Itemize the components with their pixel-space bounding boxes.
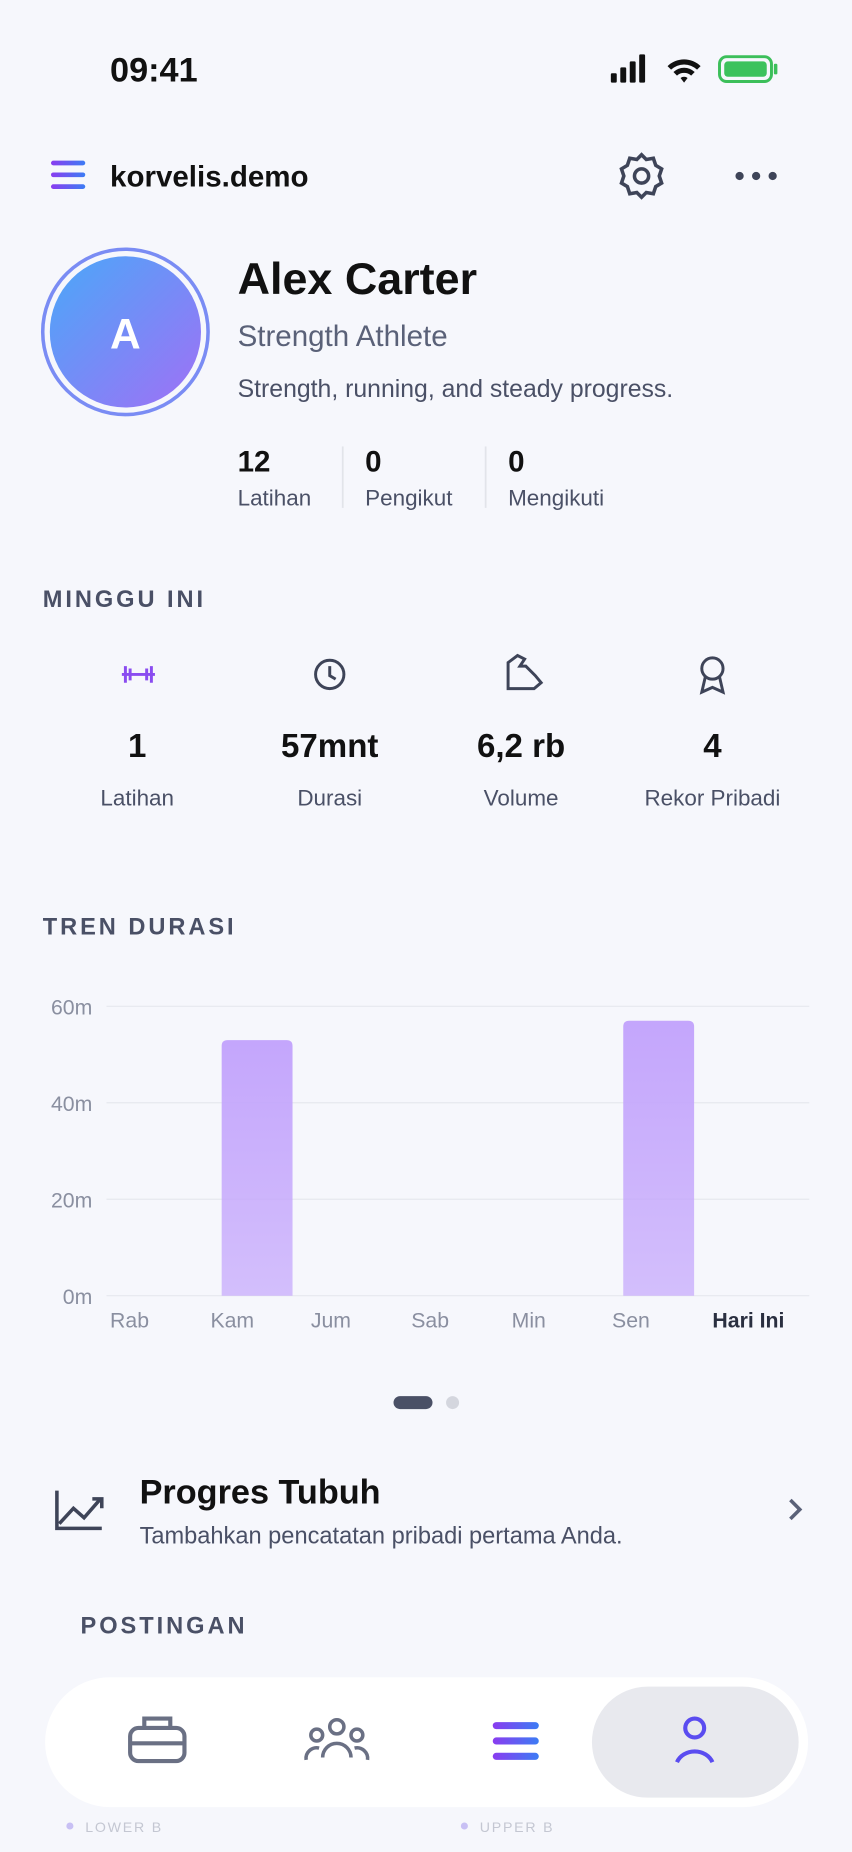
tab-profile[interactable] [675,1716,715,1764]
profile-role: Strength Athlete [238,320,448,353]
x-tick-label: Min [512,1309,546,1333]
post-dot [460,1822,468,1830]
stat-value: 0 [365,445,381,478]
post-tag: LOWER B [85,1820,163,1836]
more-icon[interactable] [735,171,777,181]
y-tick-label: 60m [51,996,92,1020]
status-icons [610,54,778,83]
post-dot [66,1822,74,1830]
avatar-ring [40,247,210,417]
card-title: Progres Tubuh [140,1474,381,1512]
page-indicator[interactable] [446,1396,460,1410]
stat-value: 12 [238,445,271,478]
bar [221,1040,293,1296]
x-tick-label: Hari Ini [712,1309,784,1333]
week-label: Volume [484,786,559,811]
y-tick-label: 0m [63,1285,93,1309]
stat-value: 0 [508,445,524,478]
week-label: Durasi [297,786,362,811]
week-label: Latihan [100,786,174,811]
tab-workouts[interactable] [128,1716,187,1764]
menu-icon[interactable] [50,160,86,189]
section-title: MINGGU INI [43,587,206,613]
stat-label: Mengikuti [508,486,604,511]
settings-icon[interactable] [619,152,664,200]
post-tag: UPPER B [480,1820,555,1836]
page-indicator-active[interactable] [393,1396,433,1410]
section-title: POSTINGAN [81,1613,248,1639]
avatar-initial: A [110,311,141,358]
week-value: 57mnt [281,728,378,765]
profile-name: Alex Carter [238,253,477,304]
tab-active-bg [591,1686,799,1798]
tab-feed[interactable] [492,1722,539,1760]
trend-icon [55,1490,104,1531]
week-value: 1 [128,728,146,765]
avatar[interactable] [49,256,201,408]
week-label: Rekor Pribadi [644,786,780,811]
chart-title: TREN DURASI [43,914,237,940]
app-title: korvelis.demo [110,161,309,194]
bar [623,1020,695,1296]
week-value: 6,2 rb [477,728,565,765]
y-tick-label: 40m [51,1092,92,1116]
x-tick-label: Rab [110,1309,149,1333]
x-tick-label: Kam [210,1309,254,1333]
card-subtitle: Tambahkan pencatatan pribadi pertama And… [140,1524,623,1550]
stat-label: Pengikut [365,486,453,511]
chevron [789,1498,803,1521]
profile-bio: Strength, running, and steady progress. [238,376,674,403]
tab-community[interactable] [304,1717,370,1761]
status-time: 09:41 [110,51,198,89]
y-tick-label: 20m [51,1189,92,1213]
x-tick-label: Sab [411,1309,449,1333]
progress-card[interactable]: Progres Tubuh Tambahkan pencatatan priba… [55,1474,803,1550]
x-tick-label: Jum [311,1309,351,1333]
stat-label: Latihan [238,486,312,511]
week-value: 4 [703,728,722,765]
week-icons [121,653,726,695]
x-tick-label: Sen [612,1309,650,1333]
